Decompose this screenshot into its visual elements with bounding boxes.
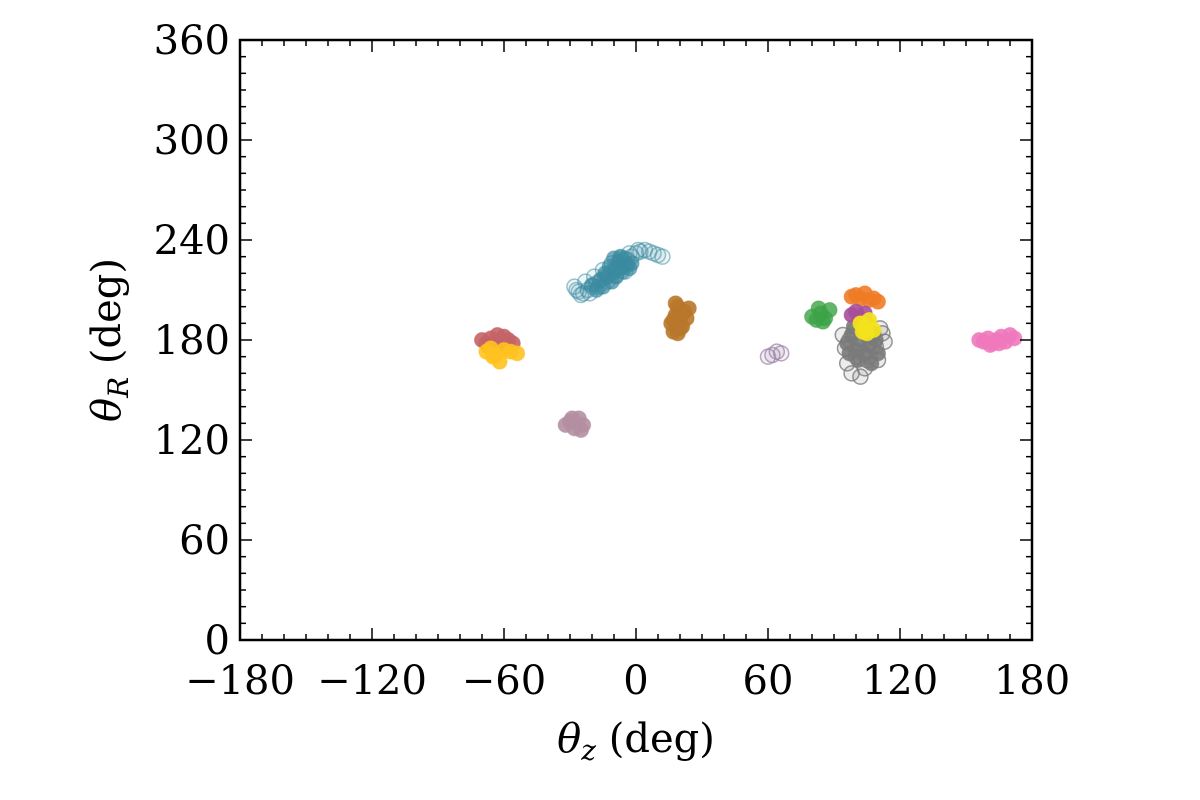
data-point [509, 345, 526, 362]
y-tick-label: 180 [154, 318, 230, 364]
x-tick-label: −60 [462, 658, 546, 704]
data-point [772, 345, 790, 362]
y-tick-label: 240 [154, 218, 230, 264]
y-tick-label: 300 [154, 118, 230, 164]
y-tick-labels: 0 60 120 180 240 300 360 [154, 18, 230, 664]
x-tick-label: −180 [185, 658, 295, 704]
data-point [623, 255, 640, 272]
points-layer [474, 241, 1023, 438]
y-tick-label: 120 [154, 418, 230, 464]
data-point [841, 345, 858, 362]
data-point [573, 422, 589, 438]
y-tick-label: 360 [154, 18, 230, 64]
data-point [863, 355, 880, 372]
y-axis-label: θR (deg) [84, 258, 135, 422]
data-point [991, 335, 1007, 352]
ticks-layer [239, 39, 1033, 641]
x-tick-label: 60 [743, 658, 794, 704]
data-point [815, 313, 831, 330]
data-point [672, 320, 688, 337]
data-point [654, 248, 671, 265]
data-point [584, 277, 600, 293]
x-axis-label: θz (deg) [557, 716, 715, 767]
x-tick-labels: −180 −120 −60 0 60 120 180 [185, 658, 1070, 704]
data-point [810, 300, 827, 317]
data-point [568, 281, 585, 299]
x-tick-label: 120 [862, 658, 938, 704]
x-tick-label: 180 [994, 658, 1070, 704]
x-tick-label: 0 [623, 658, 648, 704]
data-point [489, 327, 506, 343]
data-point [629, 241, 647, 259]
y-tick-label: 0 [205, 618, 230, 664]
data-point [852, 368, 869, 385]
data-point [485, 348, 501, 365]
data-point [854, 323, 871, 340]
data-point [870, 293, 886, 310]
data-point [564, 410, 581, 427]
y-tick-label: 60 [179, 518, 230, 564]
x-tick-label: −120 [317, 658, 427, 704]
data-point [606, 250, 622, 267]
plot-frame [238, 38, 1034, 642]
data-point [1006, 330, 1023, 347]
